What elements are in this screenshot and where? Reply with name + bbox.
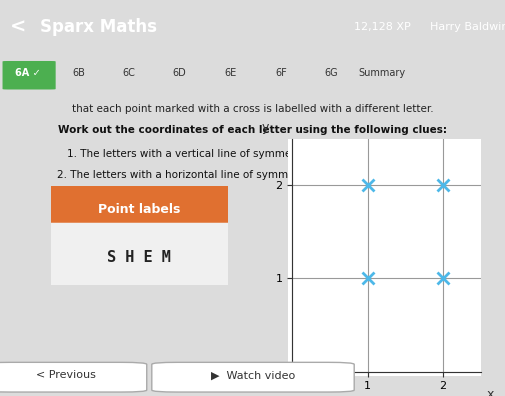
Text: Point labels: Point labels — [98, 204, 180, 216]
Text: 6A ✓: 6A ✓ — [15, 68, 40, 78]
Text: Work out the coordinates of each letter using the following clues:: Work out the coordinates of each letter … — [59, 125, 446, 135]
FancyBboxPatch shape — [3, 61, 56, 89]
Text: 6E: 6E — [224, 68, 236, 78]
Text: 6D: 6D — [172, 68, 186, 78]
Text: that each point marked with a cross is labelled with a different letter.: that each point marked with a cross is l… — [72, 104, 433, 114]
Text: Sparx Maths: Sparx Maths — [40, 18, 157, 36]
Text: <: < — [10, 17, 26, 36]
FancyBboxPatch shape — [41, 184, 236, 236]
Text: 6B: 6B — [72, 68, 85, 78]
Text: 1. The letters with a vertical line of symmetry have a y-coordinate of 2.: 1. The letters with a vertical line of s… — [67, 149, 438, 159]
Y-axis label: y: y — [261, 121, 269, 134]
Text: 6G: 6G — [324, 68, 337, 78]
FancyBboxPatch shape — [0, 362, 146, 392]
Text: Harry Baldwin: Harry Baldwin — [429, 22, 505, 32]
Text: 12,128 XP: 12,128 XP — [354, 22, 410, 32]
FancyBboxPatch shape — [41, 223, 236, 290]
Text: < Previous: < Previous — [36, 370, 95, 381]
X-axis label: x: x — [486, 388, 493, 396]
FancyBboxPatch shape — [152, 362, 354, 392]
Text: 6F: 6F — [274, 68, 286, 78]
Text: 2. The letters with a horizontal line of symmetry have an x-coordinate of 1.: 2. The letters with a horizontal line of… — [57, 170, 448, 180]
Text: Summary: Summary — [358, 68, 405, 78]
Text: S H E M: S H E M — [107, 250, 171, 265]
Text: ▶  Watch video: ▶ Watch video — [211, 370, 294, 381]
Text: 6C: 6C — [122, 68, 135, 78]
